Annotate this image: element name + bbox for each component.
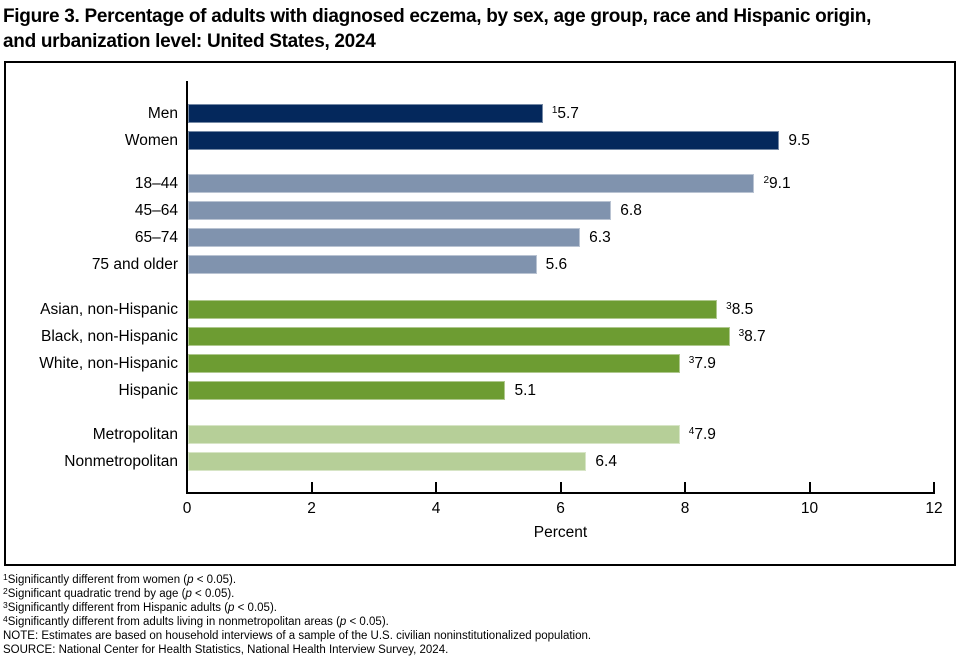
value-label-women: 9.5 [788,132,810,149]
category-label-18-44: 18–44 [134,175,178,192]
note-line: NOTE: Estimates are based on household i… [3,630,592,642]
value-label-45-64: 6.8 [620,202,642,219]
bar-black-non-hispanic [188,327,730,346]
bar-asian-non-hispanic [188,300,718,319]
bar-men [188,104,543,123]
x-axis-tick-6 [559,482,562,492]
category-label-women: Women [124,132,178,149]
category-label-metropolitan: Metropolitan [92,426,178,443]
bar-hispanic [188,381,506,400]
bar-white-non-hispanic [188,354,680,373]
figure-title-line2: and urbanization level: United States, 2… [3,31,376,52]
x-axis-tick-4 [435,482,437,492]
x-axis-tick-label-6: 6 [556,500,565,517]
value-label-nonmetropolitan: 6.4 [595,453,617,470]
x-axis-tick-label-0: 0 [182,500,192,517]
bar-45-64 [188,201,612,220]
value-label-white-non-hispanic: 37.9 [688,355,716,372]
value-label-65-74: 6.3 [589,229,611,246]
category-label-asian-non-hispanic: Asian, non-Hispanic [40,301,178,318]
bar-women [188,131,780,150]
figure-title-line1: Figure 3. Percentage of adults with diag… [3,6,872,27]
footnote-4: 4Significantly different from adults liv… [3,614,389,628]
x-axis-tick-label-8: 8 [680,500,690,517]
category-label-men: Men [147,105,178,122]
bar-nonmetropolitan [188,452,587,471]
figure-title: Figure 3. Percentage of adults with diag… [3,4,959,54]
bar-18-44 [188,174,755,193]
category-label-45-64: 45–64 [134,202,178,219]
category-label-65-74: 65–74 [134,229,178,246]
x-axis-line [186,492,935,494]
x-axis-tick-label-12: 12 [925,500,943,517]
category-label-75-and-older: 75 and older [91,256,178,273]
footnote-2: 2Significant quadratic trend by age (p <… [3,586,235,600]
category-label-hispanic: Hispanic [118,382,178,399]
source-line: SOURCE: National Center for Health Stati… [3,644,449,656]
x-axis-tick-label-2: 2 [307,500,316,517]
footnote-1: 1Significantly different from women (p <… [3,572,237,586]
value-label-75-and-older: 5.6 [545,256,568,273]
value-label-asian-non-hispanic: 38.5 [726,301,754,318]
category-label-black-non-hispanic: Black, non-Hispanic [41,328,178,345]
category-label-nonmetropolitan: Nonmetropolitan [64,453,178,470]
x-axis-tick-2 [310,482,313,492]
x-axis-title: Percent [533,524,588,541]
value-label-men: 15.7 [551,105,579,122]
x-axis-tick-12 [933,482,935,492]
value-label-hispanic: 5.1 [514,382,537,399]
value-label-metropolitan: 47.9 [688,426,716,443]
footnotes: 1Significantly different from women (p <… [3,573,591,657]
x-axis-tick-label-10: 10 [800,500,819,517]
footnote-3: 3Significantly different from Hispanic a… [3,600,277,614]
x-axis-tick-8 [684,482,686,492]
chart-frame: Percent Men 15.7 Women 9.5 18–44 29.1 45–64 6.8… [4,61,956,566]
x-axis-tick-10 [808,482,811,492]
bar-metropolitan [188,425,680,444]
bar-75-and-older [188,255,537,274]
category-label-white-non-hispanic: White, non-Hispanic [39,355,178,372]
x-axis-tick-label-4: 4 [431,500,441,517]
value-label-black-non-hispanic: 38.7 [738,328,766,345]
bar-65-74 [188,228,581,247]
plot-area: Percent Men 15.7 Women 9.5 18–44 29.1 45–64 6.8… [6,63,954,564]
y-axis-line [186,81,188,494]
value-label-18-44: 29.1 [763,175,791,192]
